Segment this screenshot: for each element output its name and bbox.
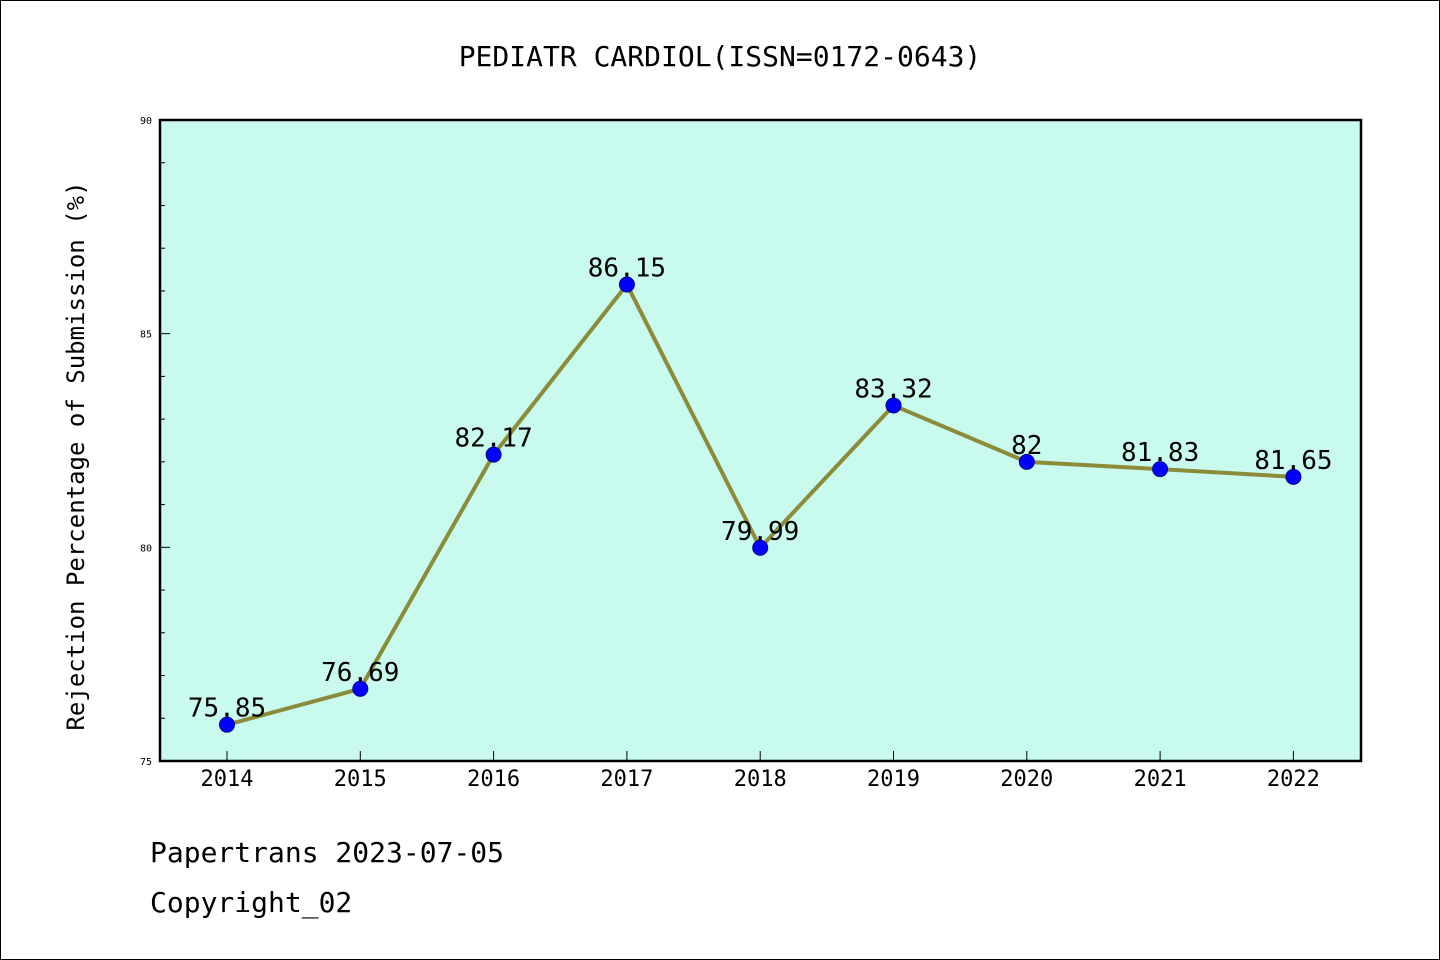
data-labels: 75.85 76.69 82.17 86.15 79.99 83.32 82 81.83 81.…: [188, 254, 1333, 724]
chart-title: PEDIATR CARDIOL(ISSN=0172-0643): [459, 40, 982, 73]
x-tick-label: 2022: [1267, 767, 1320, 792]
data-point-2020: [1018, 453, 1035, 470]
data-markers: [219, 276, 1302, 733]
y-axis-ticks: 75 80 85 90: [140, 116, 170, 768]
x-tick-label: 2018: [734, 767, 787, 792]
data-label-2021: 81.83: [1121, 438, 1199, 468]
x-tick-label: 2021: [1134, 767, 1187, 792]
x-tick-label: 2014: [201, 767, 254, 792]
x-axis-ticks: 2014 2015 2016 2017 2018 2019 2020 2021 2022: [201, 751, 1320, 792]
y-tick-label: 80: [140, 543, 152, 554]
y-tick-label: 75: [140, 757, 152, 768]
data-point-2019: [885, 397, 902, 414]
data-label-2016: 82.17: [454, 424, 532, 454]
x-tick-label: 2016: [467, 767, 520, 792]
data-label-2019: 83.32: [854, 374, 932, 404]
y-tick-label: 90: [140, 116, 152, 127]
plot-area: [158, 118, 1363, 763]
x-tick-label: 2015: [334, 767, 387, 792]
data-point-2018: [752, 539, 769, 556]
data-point-2021: [1152, 461, 1169, 478]
data-label-2022: 81.65: [1254, 446, 1332, 476]
data-point-2022: [1285, 468, 1302, 485]
data-label-2017: 86.15: [588, 254, 666, 284]
data-label-2015: 76.69: [321, 658, 399, 688]
data-point-2014: [219, 716, 235, 733]
x-tick-label: 2020: [1000, 767, 1053, 792]
data-label-2018: 79.99: [721, 517, 799, 547]
y-axis-label: Rejection Percentage of Submission (%): [62, 181, 90, 730]
data-point-2016: [485, 446, 502, 463]
data-label-2014: 75.85: [188, 694, 266, 724]
footer-copyright-line: Copyright_02: [150, 886, 353, 919]
data-label-2020: 82: [1011, 431, 1042, 461]
y-tick-label: 85: [140, 330, 152, 341]
data-point-2017: [618, 276, 635, 293]
footer-date-line: Papertrans 2023-07-05: [150, 836, 505, 869]
data-point-2015: [352, 680, 369, 697]
x-tick-label: 2019: [867, 767, 920, 792]
x-tick-label: 2017: [600, 767, 653, 792]
